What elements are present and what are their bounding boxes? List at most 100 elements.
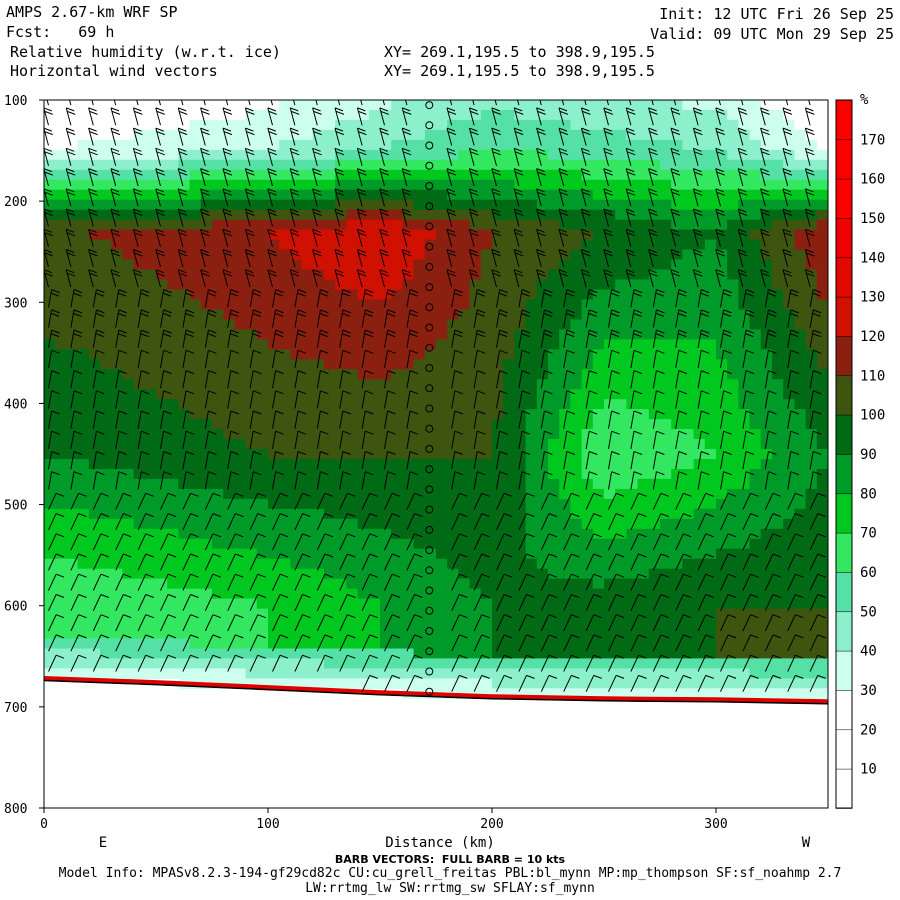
rh-cell (346, 548, 359, 560)
wind-barb (625, 127, 636, 146)
rh-cell (604, 419, 616, 430)
rh-cell (660, 139, 672, 151)
rh-cell (447, 119, 459, 131)
rh-cell (156, 179, 168, 191)
rh-cell (581, 538, 594, 550)
wind-barb (558, 228, 569, 247)
wind-barb (451, 471, 463, 490)
rh-cell (402, 548, 415, 560)
rh-cell (268, 179, 280, 191)
rh-cell (615, 469, 627, 480)
rh-cell (637, 538, 650, 550)
rh-cell (413, 169, 426, 181)
wind-barb (648, 147, 658, 166)
wind-barb (384, 349, 396, 369)
rh-cell (458, 528, 471, 540)
rh-cell (44, 159, 56, 171)
rh-cell (357, 518, 370, 530)
rh-cell (324, 249, 336, 261)
rh-cell (525, 129, 538, 141)
rh-cell (335, 259, 347, 271)
rh-cell (548, 399, 560, 410)
rh-cell (122, 498, 135, 510)
rh-cell (436, 309, 448, 320)
rh-cell (816, 568, 828, 580)
rh-cell (66, 299, 79, 310)
rh-cell (447, 179, 459, 191)
rh-cell (794, 369, 807, 380)
rh-cell (44, 598, 56, 610)
rh-cell (671, 429, 683, 440)
rh-cell (716, 239, 728, 251)
rh-cell (200, 628, 213, 640)
rh-cell (559, 548, 571, 560)
rh-cell (794, 578, 807, 590)
rh-cell (604, 389, 616, 400)
rh-cell (671, 558, 683, 570)
wind-barb (585, 674, 602, 692)
rh-cell (200, 110, 213, 121)
wind-barb (115, 553, 132, 571)
rh-cell (189, 598, 202, 610)
rh-cell (671, 179, 683, 191)
rh-cell (212, 628, 224, 640)
rh-cell (189, 618, 202, 630)
rh-cell (391, 349, 403, 360)
wind-barb (137, 390, 150, 409)
rh-cell (458, 628, 471, 640)
rh-cell (447, 159, 459, 171)
rh-cell (458, 269, 471, 281)
rh-cell (772, 129, 784, 141)
rh-cell (492, 329, 504, 340)
wind-barb (182, 594, 199, 612)
rh-cell (716, 100, 728, 111)
rh-cell (413, 239, 426, 251)
rh-cell (525, 648, 538, 660)
wind-barb (155, 188, 165, 207)
rh-cell (189, 409, 202, 420)
wind-barb (446, 168, 457, 187)
rh-cell (100, 309, 112, 320)
wind-barb (137, 533, 154, 551)
rh-cell (178, 199, 191, 211)
rh-cell (592, 648, 605, 660)
rh-cell (816, 209, 828, 221)
rh-cell (424, 129, 437, 141)
rh-cell (559, 279, 571, 291)
rh-cell (760, 219, 773, 231)
rh-cell (200, 369, 213, 380)
rh-cell (660, 399, 672, 410)
rh-cell (480, 359, 493, 370)
rh-cell (671, 169, 683, 181)
wind-barb (177, 188, 188, 207)
rh-cell (637, 169, 650, 181)
rh-cell (626, 329, 639, 340)
rh-cell (368, 169, 381, 181)
rh-cell (245, 488, 258, 500)
rh-cell (716, 439, 728, 450)
rh-cell (503, 488, 515, 500)
rh-cell (727, 409, 739, 420)
rh-cell (559, 289, 571, 301)
rh-cell (749, 638, 762, 650)
rh-cell (391, 199, 403, 211)
rh-cell (44, 299, 56, 310)
rh-cell (167, 389, 179, 400)
rh-cell (44, 578, 56, 590)
rh-cell (805, 608, 818, 620)
rh-cell (268, 469, 280, 480)
rh-cell (167, 628, 179, 640)
rh-cell (144, 628, 157, 640)
wind-barb (446, 107, 457, 126)
rh-cell (268, 369, 280, 380)
rh-cell (626, 488, 639, 500)
wind-barb (379, 147, 389, 166)
rh-cell (514, 488, 527, 500)
rh-cell (368, 658, 381, 669)
rh-cell (324, 399, 336, 410)
rh-cell (660, 299, 672, 310)
wind-barb (316, 471, 329, 490)
rh-cell (447, 189, 459, 201)
rh-cell (727, 139, 739, 151)
rh-cell (436, 199, 448, 211)
